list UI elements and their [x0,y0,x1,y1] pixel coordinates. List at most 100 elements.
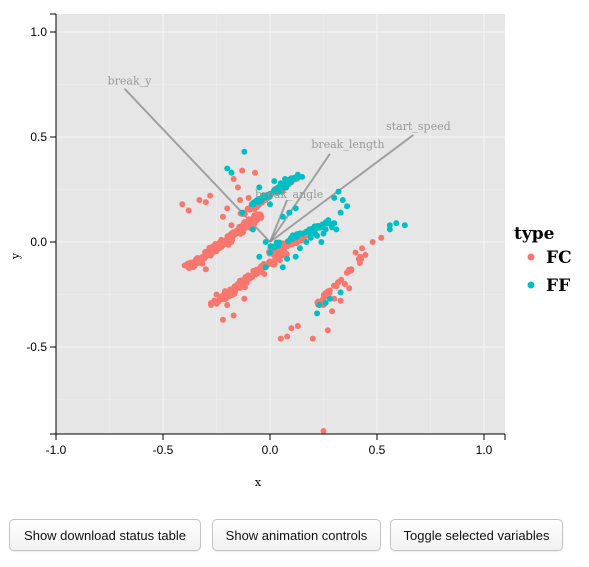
data-point-fc [237,197,244,203]
data-point-fc [239,167,246,174]
data-point-ff [256,253,263,260]
plot-panel [56,14,505,434]
data-point-ff [344,203,351,210]
data-point-ff [337,289,344,296]
data-point-ff [249,226,256,233]
data-point-fc [207,192,214,199]
data-point-fc [212,242,219,249]
data-point-fc [277,335,284,342]
data-point-ff [339,197,346,203]
data-point-ff [289,235,296,242]
x-tick-label: -0.5 [153,443,174,457]
data-point-fc [228,222,235,229]
data-point-ff [292,253,299,260]
data-point-fc [196,197,203,203]
data-point-ff [271,178,278,185]
data-point-ff [266,191,273,198]
data-point-ff [307,234,314,241]
data-point-fc [294,323,301,329]
gridlines [55,14,505,434]
data-point-fc [214,299,221,306]
legend-fc-label: FC [546,248,572,268]
data-point-ff [299,173,306,180]
data-point-fc [355,255,362,262]
data-point-ff [228,169,235,176]
data-point-fc [331,295,338,302]
data-point-ff [267,249,273,256]
data-point-fc [337,297,344,304]
data-point-fc [326,287,333,294]
data-point-fc [284,243,291,250]
data-point-fc [362,251,369,258]
data-point-ff [333,226,340,233]
data-point-ff [262,239,269,245]
data-point-fc [192,259,199,266]
data-point-ff [322,299,329,306]
data-point-ff [286,209,293,216]
data-point-fc [227,235,234,242]
data-point-fc [202,266,209,273]
legend-ff-swatch [527,281,535,289]
data-point-fc [241,222,248,229]
data-point-ff [331,194,338,201]
data-point-fc [224,302,231,308]
axis-vector-break-angle [269,199,289,243]
data-point-fc [220,292,227,299]
x-tick-label: -1.0 [46,443,67,457]
data-point-fc [324,327,331,334]
data-point-fc [219,213,226,220]
axis-vector-start-speed [269,134,414,243]
data-point-fc [329,308,336,315]
show-animation-controls-button[interactable]: Show animation controls [212,519,381,551]
data-point-ff [314,310,321,317]
data-point-ff [326,295,333,302]
legend-ff-label: FF [546,276,570,296]
data-point-ff [279,264,286,271]
data-point-ff [274,242,281,249]
data-point-fc [207,300,214,307]
show-download-status-button[interactable]: Show download status table [9,519,201,551]
data-point-fc [352,249,359,256]
data-point-fc [309,335,316,342]
data-point-fc [229,230,236,237]
data-point-fc [230,312,237,319]
data-point-ff [272,189,279,196]
data-point-fc [322,292,329,299]
data-point-ff [256,184,263,191]
data-point-fc [230,176,237,182]
data-point-ff [241,148,248,155]
data-point-fc [320,428,327,434]
data-point-fc [270,261,277,268]
data-point-ff [296,245,303,252]
legend: type FC FF [514,224,572,296]
data-point-fc [343,269,350,276]
data-point-fc [231,283,238,290]
data-point-fc [219,316,226,323]
data-point-fc [179,201,186,208]
data-point-fc [202,199,209,206]
series-fc-points [179,167,385,434]
axis-vector-label: break_length [311,138,384,151]
data-point-ff [303,239,310,245]
data-point-ff [335,188,342,195]
data-point-ff [320,230,327,237]
data-point-fc [257,268,264,275]
data-point-fc [334,279,341,286]
data-point-fc [359,245,366,252]
x-tick-label: 0.0 [262,443,279,457]
data-point-ff [283,180,290,187]
series-ff-points [224,148,408,317]
y-ticks: -0.5 0.0 0.5 1.0 [26,13,56,435]
data-point-fc [250,267,257,274]
toggle-selected-variables-button[interactable]: Toggle selected variables [390,519,563,551]
data-point-ff [401,222,408,229]
data-point-fc [369,239,376,245]
data-point-fc [209,246,216,253]
data-point-ff [337,209,344,216]
y-axis-label: y [9,252,22,260]
x-tick-label: 1.0 [476,443,493,457]
data-point-fc [224,205,231,212]
data-point-ff [267,201,273,208]
data-point-fc [221,238,228,245]
